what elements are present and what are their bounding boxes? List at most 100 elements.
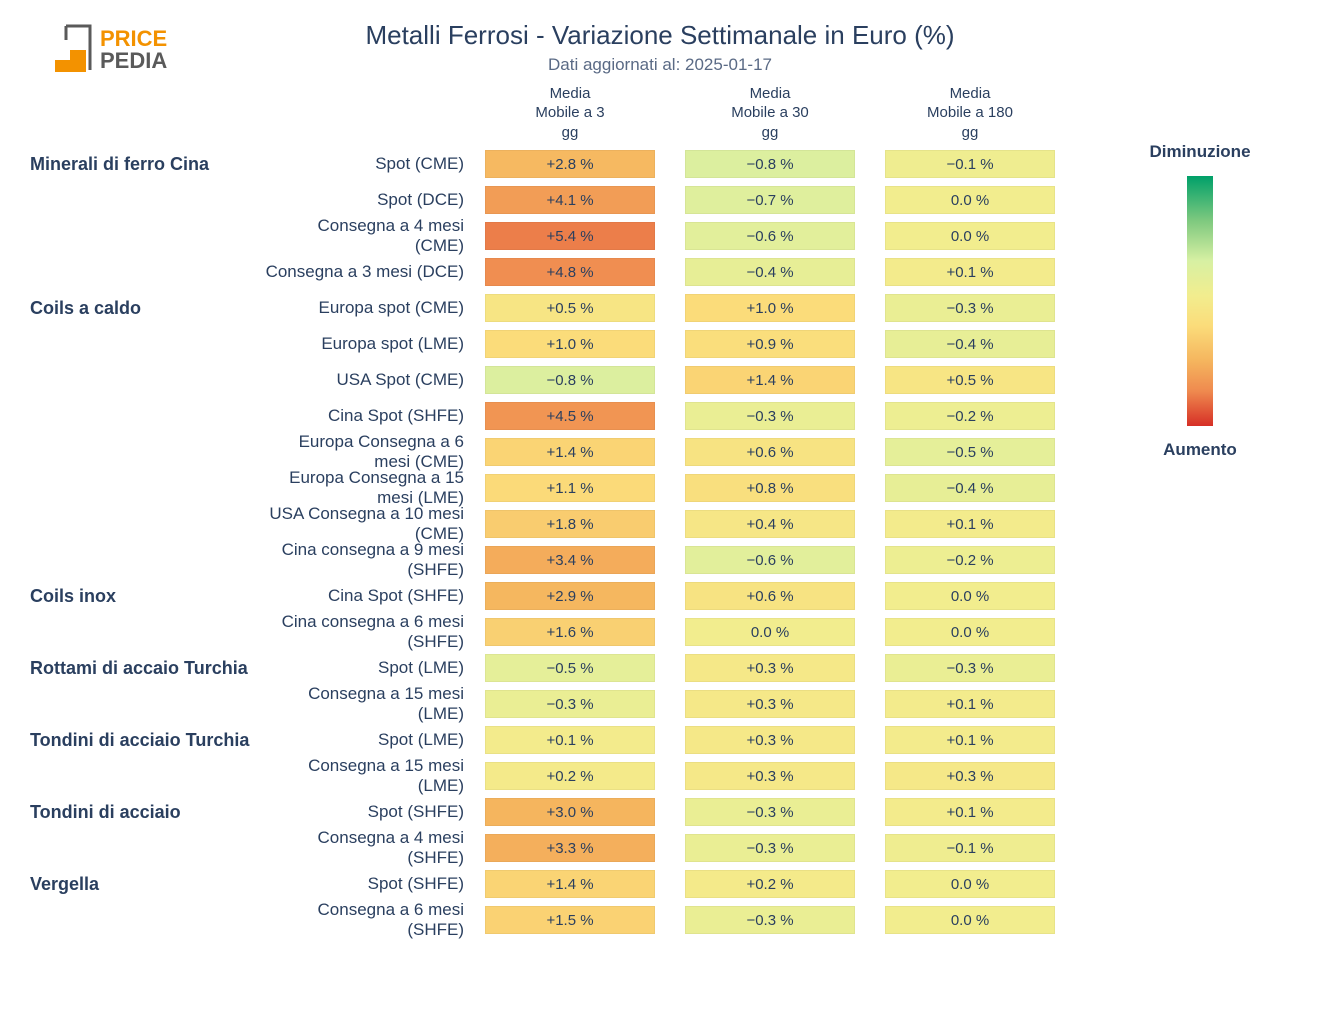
- heatmap-cell: +0.1 %: [885, 258, 1055, 286]
- item-label: Consegna a 4 mesi (SHFE): [264, 828, 470, 868]
- table-row: USA Consegna a 10 mesi (CME)+1.8 %+0.4 %…: [30, 506, 1290, 542]
- item-label: Consegna a 15 mesi (LME): [264, 756, 470, 796]
- heatmap-cell: −0.4 %: [885, 330, 1055, 358]
- heatmap-cell: −0.6 %: [685, 546, 855, 574]
- table-row: Rottami di accaio TurchiaSpot (LME) −0.5 …: [30, 650, 1290, 686]
- table-row: Europa Consegna a 15 mesi (LME) +1.1 % +0.…: [30, 470, 1290, 506]
- item-label: Europa spot (CME): [264, 298, 470, 318]
- item-label: Spot (SHFE): [264, 874, 470, 894]
- heatmap-cell: 0.0 %: [885, 186, 1055, 214]
- heatmap-cell: 0.0 %: [685, 618, 855, 646]
- heatmap-cell: −0.2 %: [885, 546, 1055, 574]
- heatmap-cell: +0.8 %: [685, 474, 855, 502]
- heatmap-cell: +2.9 %: [485, 582, 655, 610]
- heatmap-cell: +0.1 %: [885, 726, 1055, 754]
- heatmap-cell: +3.0 %: [485, 798, 655, 826]
- heatmap-cell: −0.5 %: [885, 438, 1055, 466]
- heatmap-cell: +0.3 %: [885, 762, 1055, 790]
- heatmap-cell: +1.0 %: [685, 294, 855, 322]
- table-row: Consegna a 3 mesi (DCE)+4.8 %−0.4 %+0.1 …: [30, 254, 1290, 290]
- col-header-3: Media Mobile a 180 gg: [870, 84, 1070, 147]
- item-label: Cina Spot (SHFE): [264, 406, 470, 426]
- heatmap-cell: +0.3 %: [685, 762, 855, 790]
- item-label: Consegna a 6 mesi (SHFE): [264, 900, 470, 940]
- table-row: Coils inoxCina Spot (SHFE)+2.9 %+0.6 %0.…: [30, 578, 1290, 614]
- item-label: Consegna a 4 mesi (CME): [264, 216, 470, 256]
- heatmap-cell: +0.1 %: [885, 798, 1055, 826]
- heatmap-cell: +3.3 %: [485, 834, 655, 862]
- heatmap-cell: −0.4 %: [685, 258, 855, 286]
- heatmap-cell: −0.3 %: [485, 690, 655, 718]
- heatmap-cell: +5.4 %: [485, 222, 655, 250]
- heatmap-cell: +1.4 %: [485, 870, 655, 898]
- col-header-1: Media Mobile a 3 gg: [470, 84, 670, 147]
- heatmap-cell: −0.3 %: [885, 654, 1055, 682]
- heatmap-cell: +0.1 %: [885, 690, 1055, 718]
- heatmap-cell: 0.0 %: [885, 222, 1055, 250]
- table-row: Consegna a 4 mesi (CME) +5.4 % −0.6 % 0.0 %: [30, 218, 1290, 254]
- heatmap-cell: −0.5 %: [485, 654, 655, 682]
- category-label: Coils inox: [30, 586, 264, 607]
- item-label: Spot (LME): [264, 658, 470, 678]
- heatmap-cell: −0.1 %: [885, 150, 1055, 178]
- table-row: Cina consegna a 9 mesi (SHFE)+3.4 %−0.6 …: [30, 542, 1290, 578]
- category-label: Vergella: [30, 874, 264, 895]
- heatmap-cell: +0.5 %: [885, 366, 1055, 394]
- legend-top-label: Diminuzione: [1110, 142, 1290, 162]
- item-label: Spot (SHFE): [264, 802, 470, 822]
- heatmap-cell: 0.0 %: [885, 618, 1055, 646]
- heatmap-cell: +0.2 %: [685, 870, 855, 898]
- heatmap-cell: −0.7 %: [685, 186, 855, 214]
- heatmap-cell: −0.6 %: [685, 222, 855, 250]
- heatmap-cell: +0.6 %: [685, 582, 855, 610]
- heatmap-cell: +0.1 %: [485, 726, 655, 754]
- item-label: Cina consegna a 9 mesi (SHFE): [264, 540, 470, 580]
- heatmap-cell: +0.3 %: [685, 726, 855, 754]
- color-legend: Diminuzione Aumento: [1110, 136, 1290, 466]
- table-row: Consegna a 6 mesi (SHFE)+1.5 %−0.3 %0.0 …: [30, 902, 1290, 938]
- item-label: Consegna a 3 mesi (DCE): [264, 262, 470, 282]
- item-label: USA Consegna a 10 mesi (CME): [264, 504, 470, 544]
- heatmap-cell: −0.3 %: [885, 294, 1055, 322]
- heatmap-cell: 0.0 %: [885, 906, 1055, 934]
- heatmap-cell: −0.2 %: [885, 402, 1055, 430]
- table-row: Consegna a 15 mesi (LME) +0.2 % +0.3 % +0.3…: [30, 758, 1290, 794]
- heatmap-cell: +0.3 %: [685, 654, 855, 682]
- colorbar: [1187, 176, 1213, 426]
- item-label: Spot (DCE): [264, 190, 470, 210]
- table-row: Tondini di acciaio TurchiaSpot (LME)+0.1…: [30, 722, 1290, 758]
- category-label: Rottami di accaio Turchia: [30, 658, 264, 679]
- svg-text:PEDIA: PEDIA: [100, 48, 167, 73]
- table-row: Europa spot (LME)+1.0 %+0.9 %−0.4 %: [30, 326, 1290, 362]
- heatmap-cell: +0.2 %: [485, 762, 655, 790]
- heatmap-cell: +1.1 %: [485, 474, 655, 502]
- item-label: USA Spot (CME): [264, 370, 470, 390]
- heatmap-cell: +1.0 %: [485, 330, 655, 358]
- item-label: Europa Consegna a 15 mesi (LME): [264, 468, 470, 508]
- category-label: Coils a caldo: [30, 298, 264, 319]
- category-label: Minerali di ferro Cina: [30, 154, 264, 175]
- item-label: Consegna a 15 mesi (LME): [264, 684, 470, 724]
- heatmap-cell: −0.4 %: [885, 474, 1055, 502]
- column-headers: Media Mobile a 3 gg Media Mobile a 30 gg…: [30, 110, 1290, 146]
- heatmap-cell: +0.1 %: [885, 510, 1055, 538]
- heatmap-cell: −0.3 %: [685, 798, 855, 826]
- table-row: Cina consegna a 6 mesi (SHFE)+1.6 %0.0 %…: [30, 614, 1290, 650]
- heatmap-cell: −0.1 %: [885, 834, 1055, 862]
- page-title: Metalli Ferrosi - Variazione Settimanale…: [30, 20, 1290, 51]
- legend-bottom-label: Aumento: [1110, 440, 1290, 460]
- category-label: Tondini di acciaio: [30, 802, 264, 823]
- heatmap-cell: +1.5 %: [485, 906, 655, 934]
- heatmap-cell: 0.0 %: [885, 582, 1055, 610]
- table-row: Minerali di ferro CinaSpot (CME)+2.8 %−0…: [30, 146, 1290, 182]
- table-row: Spot (DCE) +4.1 % −0.7 % 0.0 %: [30, 182, 1290, 218]
- heatmap-cell: 0.0 %: [885, 870, 1055, 898]
- table-row: Cina Spot (SHFE)+4.5 %−0.3 %−0.2 %: [30, 398, 1290, 434]
- heatmap-cell: −0.8 %: [485, 366, 655, 394]
- heatmap-cell: +0.4 %: [685, 510, 855, 538]
- heatmap-cell: +4.1 %: [485, 186, 655, 214]
- brand-logo: PRICE PEDIA: [30, 20, 190, 80]
- table-row: Consegna a 15 mesi (LME)−0.3 %+0.3 %+0.1…: [30, 686, 1290, 722]
- item-label: Europa spot (LME): [264, 334, 470, 354]
- heatmap-cell: −0.8 %: [685, 150, 855, 178]
